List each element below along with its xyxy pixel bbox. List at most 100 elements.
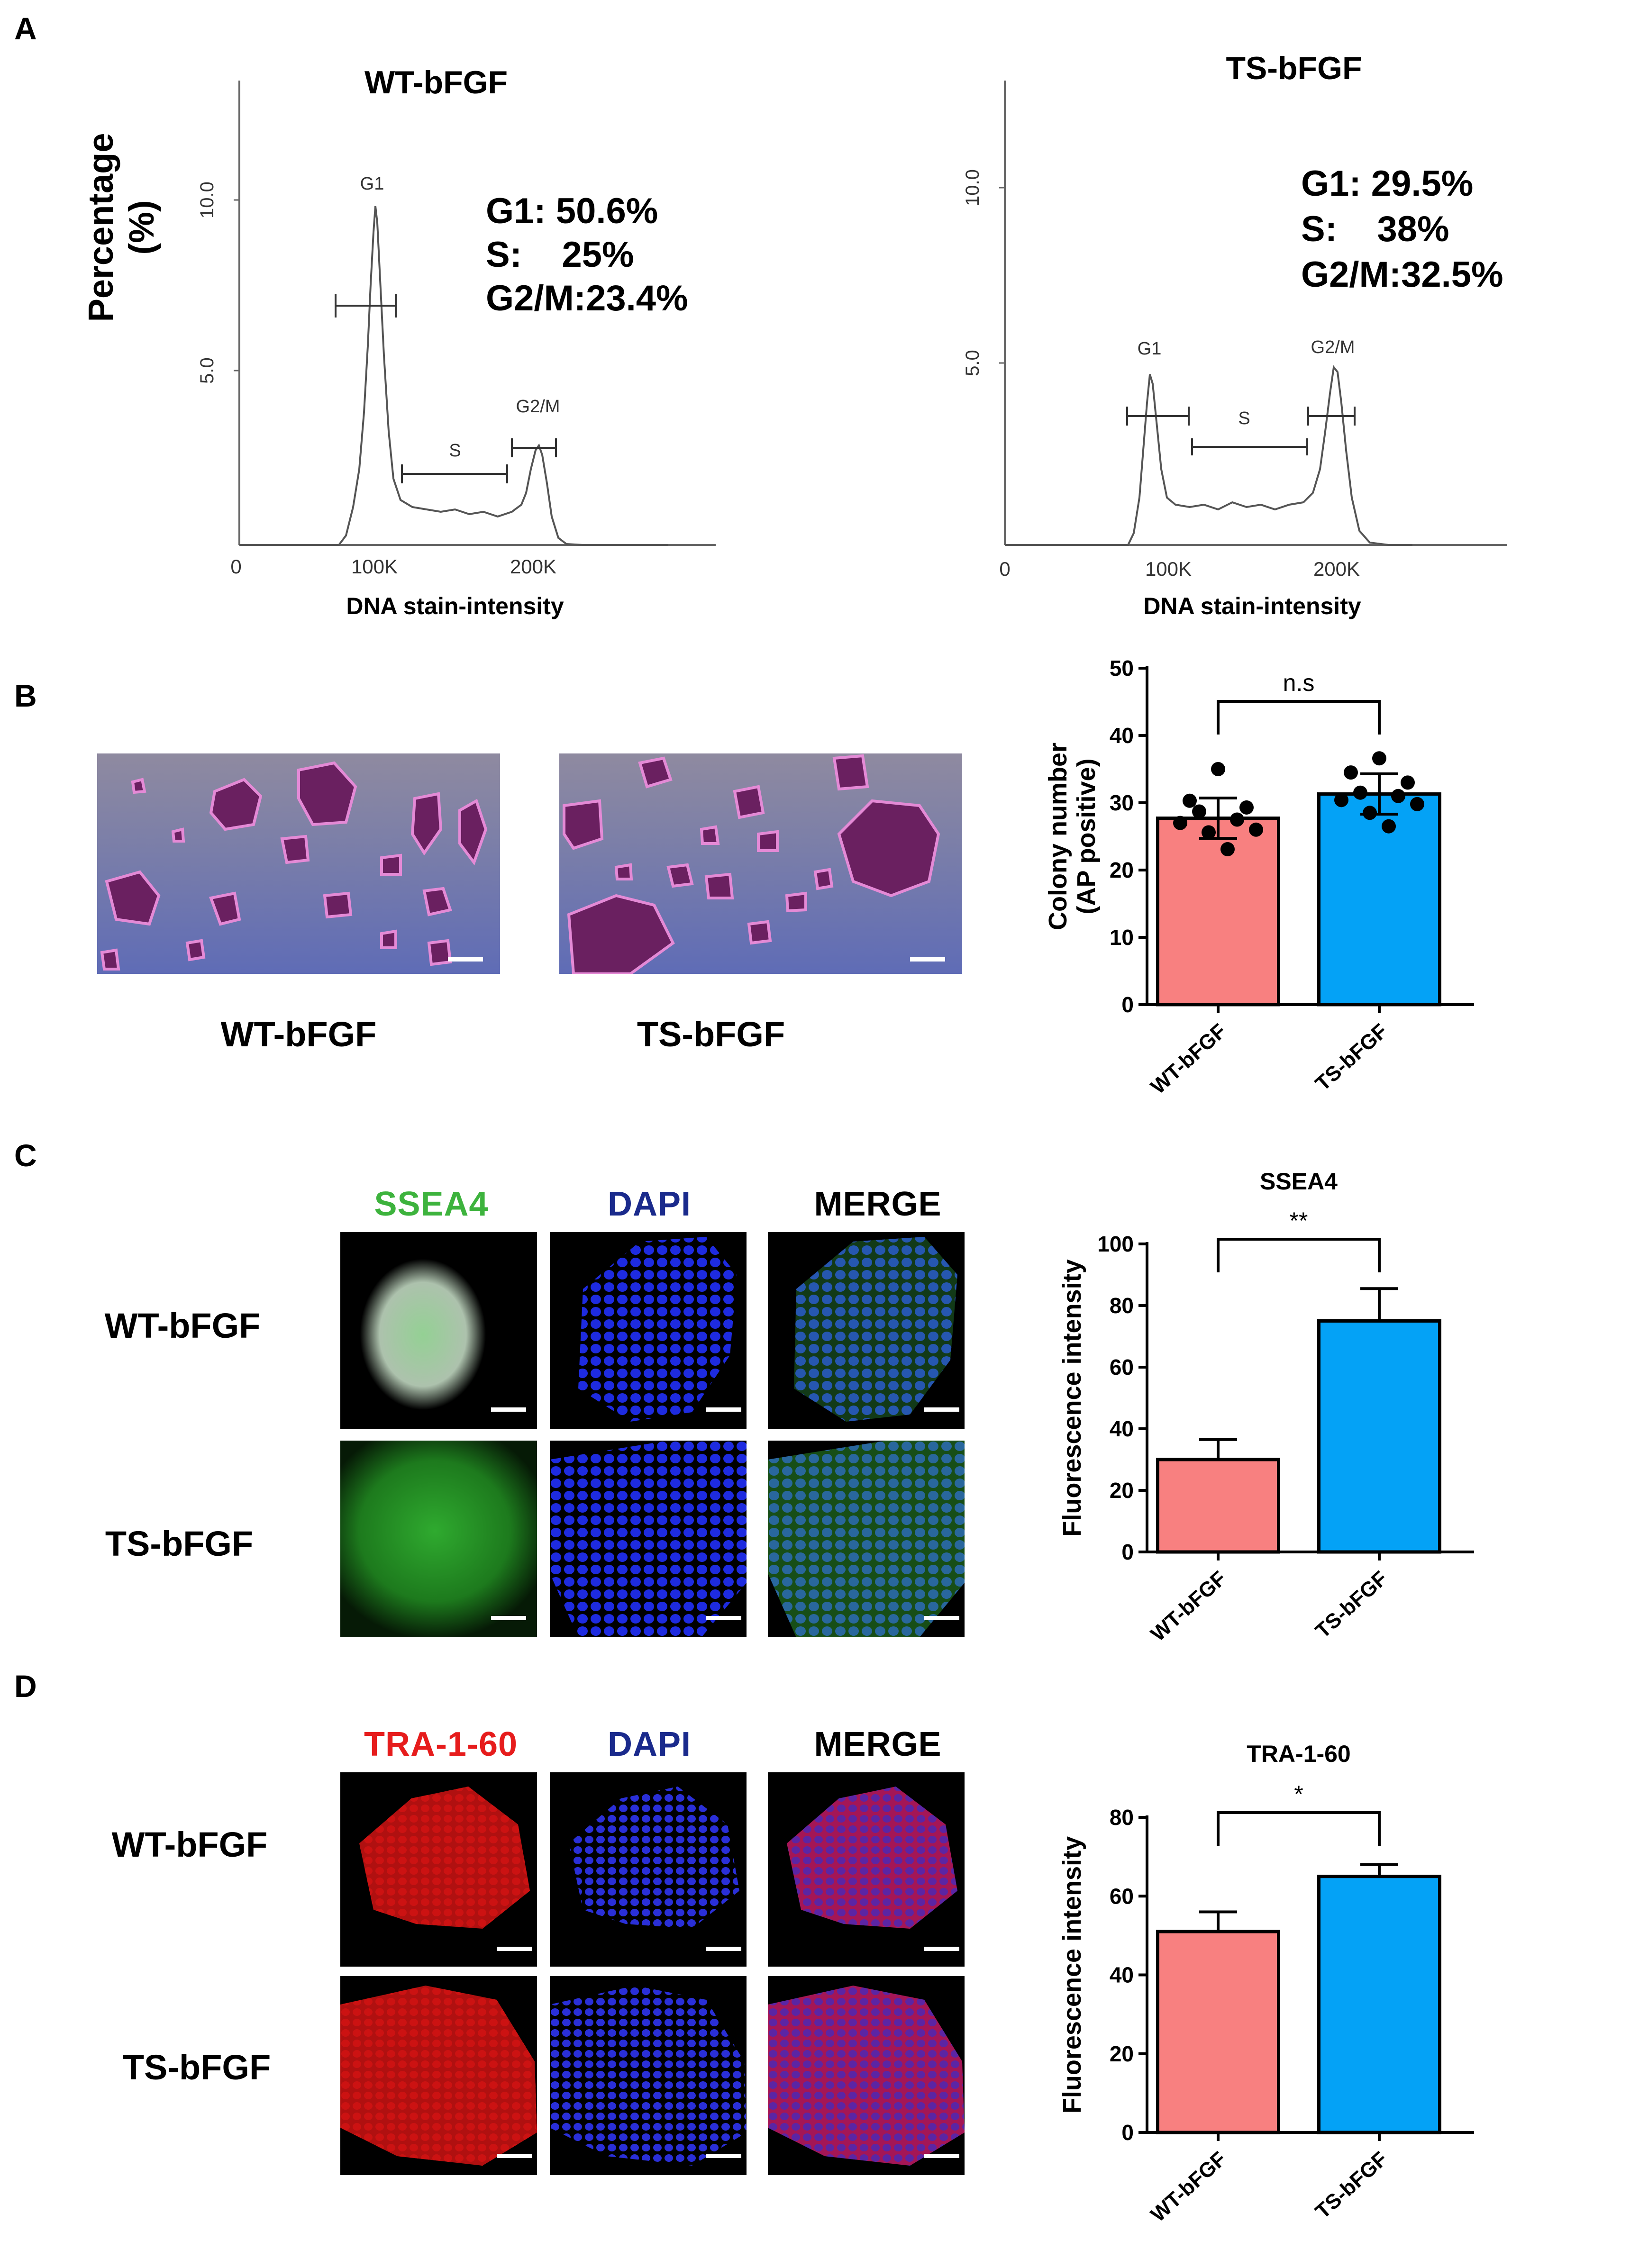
stat-g1-wt: G1: 50.6% bbox=[486, 191, 658, 231]
dapi-pattern-c-wt bbox=[578, 1237, 737, 1422]
tra-pattern-ts bbox=[340, 1986, 537, 2166]
dapi-pattern-d-wt bbox=[569, 1787, 739, 1929]
bar-chart-colony: Colony number (AP positive) WT-bFGF TS-bFGF… bbox=[1044, 656, 1474, 1098]
ssea4-bar-0 bbox=[1156, 1458, 1280, 1554]
panel-letter-a: A bbox=[14, 11, 37, 46]
colony-point-0-4 bbox=[1230, 812, 1244, 827]
ssea4-bar-1 bbox=[1317, 1319, 1441, 1554]
colony-point-1-1 bbox=[1344, 765, 1358, 780]
image-dapi-c-ts bbox=[550, 1441, 747, 1637]
scale-bar-d3 bbox=[924, 1947, 959, 1951]
ssea4-significance-bracket bbox=[1217, 1238, 1381, 1272]
scale-bar-c4 bbox=[491, 1616, 526, 1620]
chart-colony-root: Colony number (AP positive) WT-bFGF TS-bFGF… bbox=[1044, 656, 1474, 1098]
tra-pattern-wt bbox=[359, 1787, 530, 1929]
ssea4-ytick-label-100: 100 bbox=[1097, 1232, 1134, 1256]
colony-ytick-label-0: 0 bbox=[1121, 992, 1134, 1017]
histogram-xlabel-ts: DNA stain-intensity bbox=[1143, 593, 1361, 619]
stat-g2m-wt: G2/M:23.4% bbox=[486, 278, 688, 318]
tra-ytick-label-60: 60 bbox=[1110, 1884, 1134, 1908]
bar-chart-ssea4: SSEA4 Fluorescence intensity WT-bFGF TS-bFG… bbox=[1058, 1168, 1474, 1646]
ytick-label-10-ts: 10.0 bbox=[962, 169, 983, 206]
tra-xlabel-0: WT-bFGF bbox=[1147, 2147, 1231, 2226]
tra-ytick-label-0: 0 bbox=[1121, 2120, 1134, 2145]
image-merge-d-ts bbox=[768, 1976, 965, 2175]
colony-point-0-0 bbox=[1211, 762, 1225, 776]
tra-significance-bracket bbox=[1217, 1811, 1381, 1846]
row-label-c-ts: TS-bFGF bbox=[105, 1524, 254, 1563]
scale-bar-d1 bbox=[497, 1947, 532, 1951]
ssea4-ylabel: Fluorescence intensity bbox=[1058, 1259, 1086, 1536]
scale-bar-d6 bbox=[924, 2154, 959, 2158]
image-merge-c-wt bbox=[768, 1232, 965, 1429]
colony-point-1-8 bbox=[1382, 819, 1396, 834]
colony-ytick-label-40: 40 bbox=[1110, 723, 1134, 748]
ap-stain-image-ts bbox=[559, 753, 962, 974]
histogram-ts: 10.0 5.0 0 100K 200K G1 S G2/M bbox=[962, 81, 1507, 580]
ap-stain-image-wt bbox=[97, 753, 500, 974]
colony-point-0-5 bbox=[1173, 816, 1187, 830]
stat-g1-ts: G1: 29.5% bbox=[1301, 163, 1474, 204]
row-label-d-wt: WT-bFGF bbox=[111, 1825, 268, 1864]
tra-bar-0 bbox=[1156, 1930, 1280, 2134]
colony-point-1-3 bbox=[1353, 785, 1367, 800]
scale-bar-b-ts bbox=[910, 957, 945, 962]
scale-bar-c1 bbox=[491, 1407, 526, 1412]
colony-point-0-1 bbox=[1183, 793, 1197, 808]
image-tra-wt bbox=[340, 1772, 537, 1967]
colony-bar-0 bbox=[1156, 816, 1280, 1007]
ssea4-significance-label: ** bbox=[1290, 1207, 1308, 1234]
channel-header-ssea4: SSEA4 bbox=[374, 1185, 489, 1223]
scale-bar-d5 bbox=[706, 2154, 741, 2158]
histogram-stats-ts: G1: 29.5% S: 38% G2/M:32.5% bbox=[1301, 161, 1503, 298]
xtick-label-0-ts: 0 bbox=[999, 558, 1010, 580]
panel-letter-d: D bbox=[14, 1669, 37, 1704]
scale-bar-d4 bbox=[497, 2154, 532, 2158]
panel-letter-b: B bbox=[14, 678, 37, 713]
image-tra-ts bbox=[340, 1976, 537, 2175]
histogram-ylabel: Percentage (%) bbox=[81, 95, 162, 360]
channel-header-merge-d: MERGE bbox=[814, 1725, 942, 1763]
channel-header-dapi-d: DAPI bbox=[607, 1725, 692, 1763]
panel-letter-c: C bbox=[14, 1138, 37, 1173]
image-ssea4-wt bbox=[340, 1232, 537, 1429]
merge-pattern-d-ts bbox=[768, 1986, 965, 2166]
xtick-label-0-wt: 0 bbox=[230, 555, 241, 578]
colony-point-1-4 bbox=[1391, 789, 1405, 803]
tra-bar-1 bbox=[1317, 1875, 1441, 2134]
colony-point-0-6 bbox=[1249, 822, 1263, 837]
ssea4-ytick-label-40: 40 bbox=[1110, 1416, 1134, 1441]
histogram-curve-wt bbox=[239, 206, 668, 546]
ssea4-ytick-label-0: 0 bbox=[1121, 1540, 1134, 1564]
row-label-d-ts: TS-bFGF bbox=[122, 2048, 271, 2087]
ylabel-line1: Percentage bbox=[81, 133, 120, 322]
colony-point-0-3 bbox=[1192, 804, 1206, 819]
gate-label-s-ts: S bbox=[1238, 408, 1250, 428]
histogram-wt: 10.0 5.0 0 100K 200K G1 S G2/M bbox=[197, 81, 716, 578]
image-label-ts: TS-bFGF bbox=[637, 1015, 785, 1054]
merge-pattern-c-ts bbox=[768, 1441, 965, 1637]
bar-chart-tra: TRA-1-60 Fluorescence intensity WT-bFGF TS-… bbox=[1058, 1741, 1474, 2226]
histogram-stats-wt: G1: 50.6% S: 25% G2/M:23.4% bbox=[486, 190, 688, 320]
scale-bar-c2 bbox=[706, 1407, 741, 1412]
ytick-label-5-ts: 5.0 bbox=[962, 350, 983, 376]
histogram-title-wt: WT-bFGF bbox=[364, 64, 508, 100]
colony-xlabel-0: WT-bFGF bbox=[1147, 1019, 1231, 1098]
ssea4-chart-title: SSEA4 bbox=[1260, 1168, 1338, 1195]
ssea4-ytick-label-80: 80 bbox=[1110, 1293, 1134, 1318]
ssea4-ytick-label-20: 20 bbox=[1110, 1478, 1134, 1503]
gate-label-g1-ts: G1 bbox=[1138, 339, 1162, 359]
stat-g2m-ts: G2/M:32.5% bbox=[1301, 254, 1503, 295]
histogram-curve-ts bbox=[1005, 365, 1412, 546]
colony-bar-1 bbox=[1317, 792, 1441, 1007]
colony-point-1-0 bbox=[1372, 751, 1386, 766]
channel-header-tra: TRA-1-60 bbox=[364, 1725, 518, 1763]
histogram-xlabel-wt: DNA stain-intensity bbox=[346, 593, 564, 619]
colony-significance-bracket bbox=[1217, 700, 1381, 735]
colony-xlabel-1: TS-bFGF bbox=[1311, 1019, 1392, 1096]
ssea4-ytick-label-60: 60 bbox=[1110, 1355, 1134, 1379]
colony-ytick-label-20: 20 bbox=[1110, 858, 1134, 882]
colony-point-1-7 bbox=[1363, 806, 1377, 820]
colony-point-1-6 bbox=[1410, 797, 1424, 811]
